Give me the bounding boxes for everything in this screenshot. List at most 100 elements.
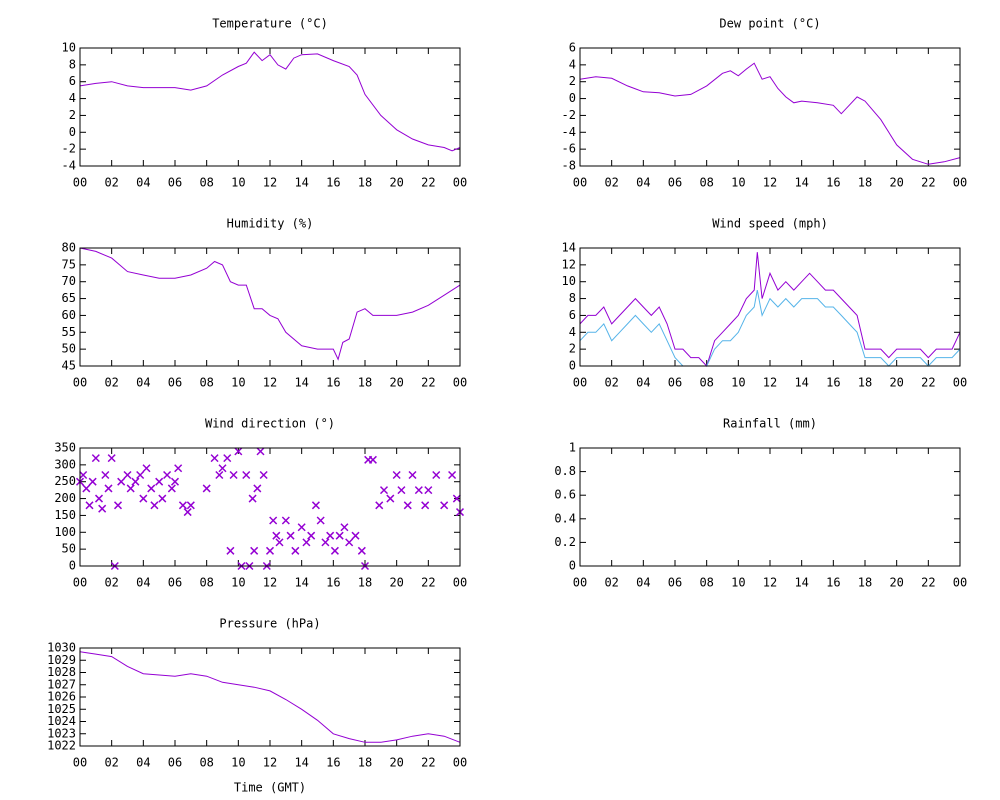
y-tick-label: 2 xyxy=(569,342,576,356)
point xyxy=(248,494,257,503)
y-tick-label: 6 xyxy=(569,308,576,322)
x-tick-label: 12 xyxy=(263,376,277,390)
y-tick-label: 50 xyxy=(62,542,76,556)
x-tick-label: 14 xyxy=(794,576,808,590)
plot-frame xyxy=(579,47,961,167)
y-tick-label: 80 xyxy=(62,241,76,255)
x-tick-label: 02 xyxy=(104,176,118,190)
y-tick-label: 8 xyxy=(569,291,576,305)
point xyxy=(452,494,461,503)
y-tick-label: 6 xyxy=(69,74,76,88)
plot-frame xyxy=(579,447,961,567)
x-tick-label: 14 xyxy=(294,376,308,390)
point xyxy=(82,484,91,493)
y-tick-label: 0 xyxy=(569,559,576,573)
y-tick-label: 6 xyxy=(569,41,576,55)
point xyxy=(136,470,145,480)
point xyxy=(158,494,167,503)
point xyxy=(340,523,349,532)
chart-title: Wind speed (mph) xyxy=(712,217,828,231)
point xyxy=(286,531,295,540)
x-tick-label: 06 xyxy=(168,756,182,770)
x-tick-label: 08 xyxy=(199,376,213,390)
point xyxy=(403,501,412,510)
y-tick-label: 12 xyxy=(562,257,576,271)
x-tick-label: 00 xyxy=(953,576,967,590)
x-tick-label: 06 xyxy=(168,176,182,190)
y-tick-label: -6 xyxy=(562,142,576,156)
y-tick-label: 0 xyxy=(69,559,76,573)
point xyxy=(392,470,401,480)
plot-frame xyxy=(79,447,461,567)
y-tick-label: 100 xyxy=(54,525,76,539)
x-tick-label: 16 xyxy=(326,756,340,770)
point xyxy=(167,484,176,493)
point xyxy=(265,546,275,555)
chart-title: Dew point (°C) xyxy=(719,17,820,31)
x-tick-label: 00 xyxy=(953,176,967,190)
plot-frame xyxy=(79,647,461,747)
y-tick-label: -2 xyxy=(562,108,576,122)
point xyxy=(170,477,180,486)
y-tick-label: 1027 xyxy=(47,677,76,691)
point xyxy=(242,470,251,480)
x-tick-label: 18 xyxy=(358,176,372,190)
point xyxy=(117,477,126,486)
y-tick-label: 250 xyxy=(54,474,76,488)
x-tick-label: 14 xyxy=(294,176,308,190)
y-tick-label: 0 xyxy=(569,91,576,105)
y-tick-label: 45 xyxy=(62,359,76,373)
point xyxy=(272,531,281,540)
point xyxy=(150,501,159,510)
x-tick-label: 10 xyxy=(231,756,245,770)
point xyxy=(375,501,384,510)
y-tick-label: 0.4 xyxy=(554,511,576,525)
x-tick-label: 20 xyxy=(889,576,903,590)
x-tick-label: 08 xyxy=(199,576,213,590)
x-tick-label: 18 xyxy=(858,576,872,590)
x-tick-label: 22 xyxy=(921,576,935,590)
chart-title: Temperature (°C) xyxy=(212,17,328,31)
point xyxy=(345,538,354,547)
y-tick-label: 65 xyxy=(62,291,76,305)
y-tick-label: 10 xyxy=(562,274,576,288)
point xyxy=(379,486,389,495)
point xyxy=(335,531,344,540)
x-tick-label: 00 xyxy=(453,756,467,770)
x-tick-label: 16 xyxy=(326,376,340,390)
plot-frame xyxy=(79,247,461,367)
x-tick-label: 08 xyxy=(199,756,213,770)
x-tick-label: 12 xyxy=(263,176,277,190)
y-tick-label: 0 xyxy=(569,359,576,373)
point xyxy=(202,484,211,493)
series-line xyxy=(579,62,961,165)
point xyxy=(269,516,278,525)
x-tick-label: 22 xyxy=(421,756,435,770)
x-tick-label: 16 xyxy=(326,576,340,590)
point xyxy=(316,516,325,525)
x-tick-label: 08 xyxy=(699,376,713,390)
series-line xyxy=(579,252,961,367)
point xyxy=(139,494,148,503)
x-tick-label: 08 xyxy=(199,176,213,190)
x-tick-label: 02 xyxy=(104,376,118,390)
x-tick-label: 20 xyxy=(389,756,403,770)
point xyxy=(408,470,417,480)
y-tick-label: 8 xyxy=(69,57,76,71)
point xyxy=(126,484,135,493)
x-tick-label: 18 xyxy=(358,756,372,770)
x-tick-label: 06 xyxy=(668,576,682,590)
point xyxy=(210,454,219,463)
x-tick-label: 10 xyxy=(731,576,745,590)
series-line xyxy=(79,651,461,743)
y-tick-label: 4 xyxy=(569,325,576,339)
x-axis-label: Time (GMT) xyxy=(234,781,306,795)
y-tick-label: -8 xyxy=(562,159,576,173)
x-tick-label: 16 xyxy=(826,576,840,590)
point xyxy=(113,501,123,510)
point xyxy=(79,470,88,480)
point xyxy=(174,464,183,473)
point xyxy=(94,494,104,503)
y-tick-label: 150 xyxy=(54,508,76,522)
point xyxy=(85,501,94,510)
